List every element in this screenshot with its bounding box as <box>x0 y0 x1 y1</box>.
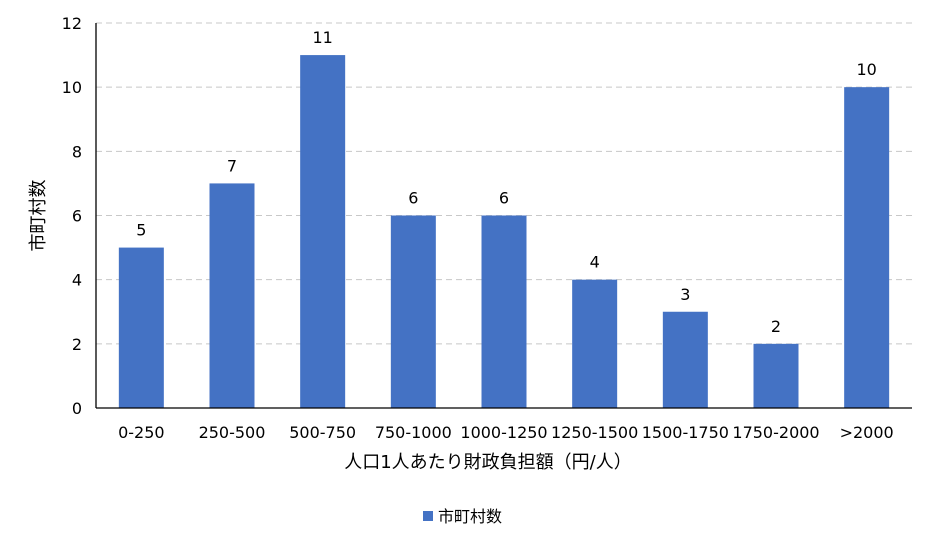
y-tick-label: 6 <box>72 207 82 226</box>
legend: 市町村数 <box>423 507 502 526</box>
data-label: 4 <box>590 253 600 272</box>
x-tick-label: 1250-1500 <box>551 423 638 442</box>
bar <box>209 183 255 408</box>
bars <box>118 55 890 409</box>
data-label: 3 <box>680 285 690 304</box>
data-label: 5 <box>136 221 146 240</box>
data-labels: 5 7 11 6 6 4 3 2 10 <box>136 28 877 336</box>
bar <box>390 215 436 408</box>
x-tick-label: 1000-1250 <box>460 423 547 442</box>
bar <box>118 247 164 408</box>
x-tick-label: 750-1000 <box>375 423 452 442</box>
bar <box>481 215 527 408</box>
y-tick-label: 8 <box>72 142 82 161</box>
data-label: 2 <box>771 317 781 336</box>
bar <box>844 87 890 409</box>
data-label: 11 <box>312 28 332 47</box>
axes: 0 2 4 6 8 10 12 0-250 250-500 500-750 750-1000 1000… <box>62 14 912 442</box>
x-tick-label: 0-250 <box>118 423 165 442</box>
y-tick-label: 12 <box>62 14 82 33</box>
legend-label: 市町村数 <box>438 507 502 526</box>
y-axis-title: 市町村数 <box>28 180 49 252</box>
bar <box>300 55 346 408</box>
y-tick-label: 4 <box>72 271 82 290</box>
y-tick-label: 2 <box>72 335 82 354</box>
x-tick-label: 500-750 <box>289 423 356 442</box>
data-label: 10 <box>856 60 876 79</box>
x-tick-label: >2000 <box>840 423 894 442</box>
y-tick-label: 0 <box>72 399 82 418</box>
bar <box>572 279 618 408</box>
x-tick-label: 1750-2000 <box>732 423 819 442</box>
legend-swatch <box>423 511 433 521</box>
x-axis-title: 人口1人あたり財政負担額（円/人） <box>344 452 632 473</box>
data-label: 6 <box>499 189 509 208</box>
bar <box>753 343 799 408</box>
data-label: 7 <box>227 156 237 175</box>
y-tick-label: 10 <box>62 78 82 97</box>
x-tick-label: 1500-1750 <box>642 423 729 442</box>
x-tick-label: 250-500 <box>199 423 266 442</box>
data-label: 6 <box>408 189 418 208</box>
bar <box>662 311 708 408</box>
